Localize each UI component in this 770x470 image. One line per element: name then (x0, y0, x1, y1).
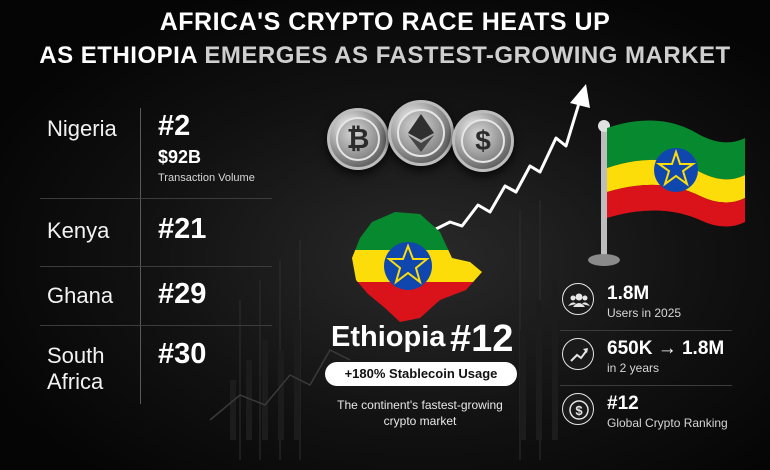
stat-separator (560, 330, 732, 331)
nigeria-volume: $92B (158, 147, 202, 167)
stat-separator (560, 385, 732, 386)
rank-ghana: #29 (158, 278, 207, 310)
ethiopia-description: The continent's fastest-growing crypto m… (300, 397, 540, 429)
ethereum-icon (397, 109, 445, 157)
rankings-divider (140, 108, 141, 404)
headline-line-2-highlight: EMERGES AS FASTEST-GROWING MARKET (204, 42, 731, 69)
bitcoin-coin: ₿ (327, 108, 389, 170)
country-kenya: Kenya (47, 218, 110, 243)
ethiopia-description-line-1: The continent's fastest-growing (337, 398, 503, 412)
row-separator (40, 325, 272, 326)
users-icon (562, 283, 594, 315)
dollar-coin-icon: $ (562, 393, 594, 425)
row-separator (40, 266, 272, 267)
headline-line-2: AS ETHIOPIA EMERGES AS FASTEST-GROWING M… (0, 42, 770, 70)
country-nigeria: Nigeria (47, 116, 117, 141)
bitcoin-icon: ₿ (336, 117, 380, 161)
rank-kenya: #21 (158, 213, 207, 245)
stat-users-value: 1.8M (607, 283, 650, 304)
stat-growth-label: in 2 years (607, 361, 660, 375)
stat-growth-value: 650K → 1.8M (607, 338, 725, 359)
dollar-coin: $ (452, 110, 514, 172)
stat-users-label: Users in 2025 (607, 306, 682, 320)
ethiopia-name: Ethiopia (331, 321, 446, 353)
dollar-icon: $ (461, 119, 505, 163)
nigeria-volume-label: Transaction Volume (158, 172, 255, 184)
svg-text:$: $ (575, 403, 583, 418)
stablecoin-badge: +180% Stablecoin Usage (325, 362, 517, 386)
trend-up-icon (562, 338, 594, 370)
rank-south-africa: #30 (158, 338, 207, 370)
country-south-africa-line-2: Africa (47, 369, 104, 394)
ethiopia-rank: #12 (450, 318, 514, 360)
headline-line-2-pre: AS ETHIOPIA (39, 42, 205, 69)
stat-ranking-label: Global Crypto Ranking (607, 416, 728, 430)
row-separator (40, 198, 272, 199)
stat-ranking-value: #12 (607, 393, 639, 414)
headline-line-1: AFRICA'S CRYPTO RACE HEATS UP (159, 8, 611, 36)
rank-nigeria: #2 (158, 110, 191, 142)
country-ghana: Ghana (47, 283, 114, 308)
country-south-africa-line-1: South (47, 343, 105, 368)
ethiopia-description-line-2: crypto market (383, 414, 457, 428)
